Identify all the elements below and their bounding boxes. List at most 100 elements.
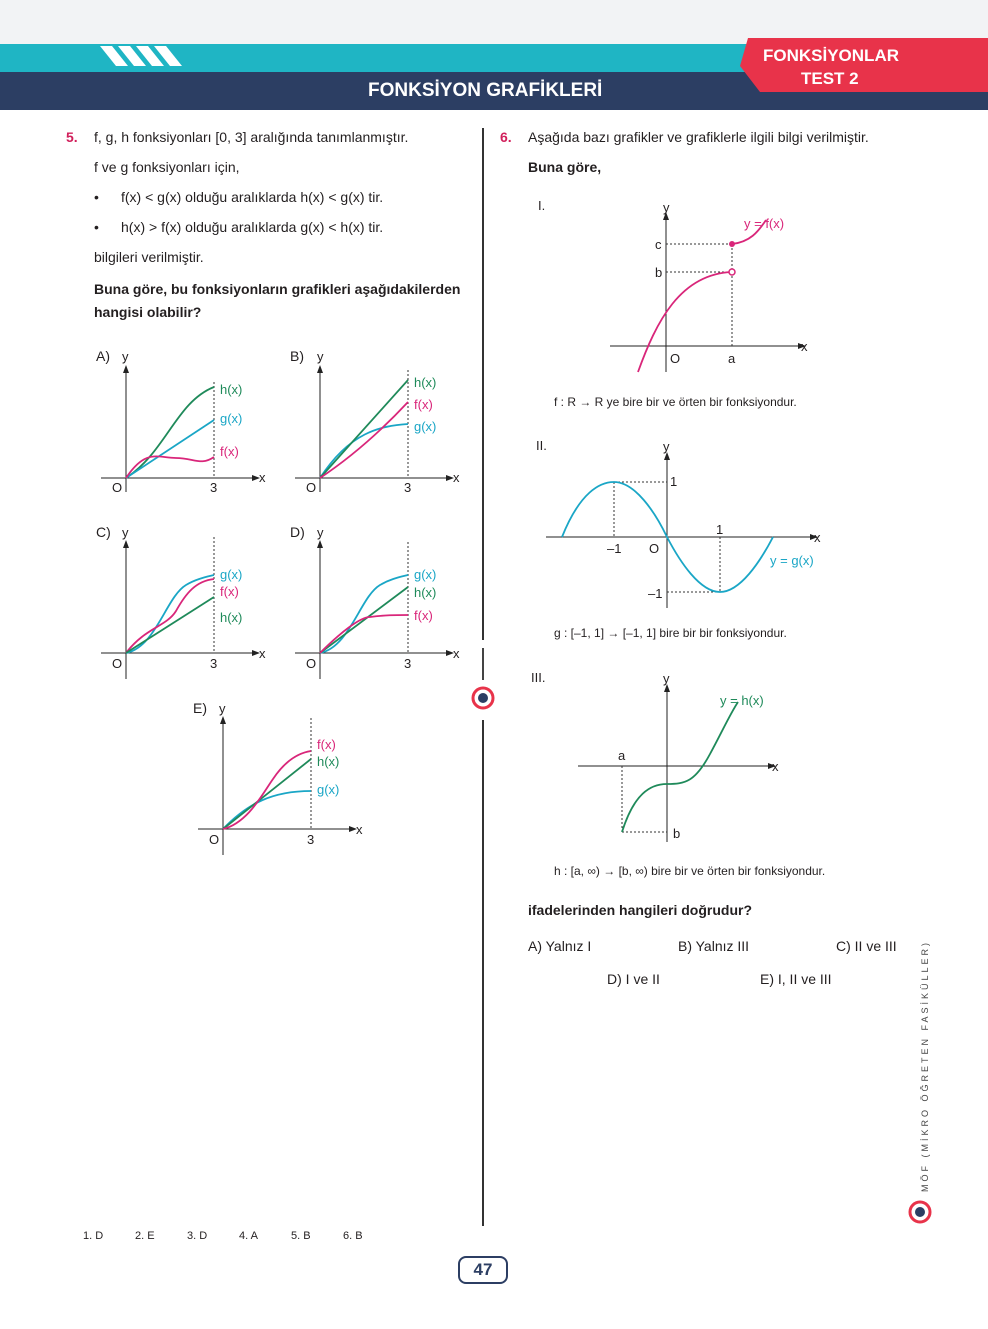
graph-c-origin: O [112, 656, 123, 671]
graph-a-three: 3 [210, 480, 218, 495]
graph-ii-minus-one-y: –1 [648, 586, 663, 601]
option-b-label: B) [290, 348, 304, 364]
graph-iii-x-label: x [772, 759, 779, 774]
answer-6: 6. B [343, 1230, 363, 1242]
page-title: FONKSİYON GRAFİKLERİ [368, 80, 603, 101]
side-series-text: MÖF (MİKRO ÖĞRETEN FASİKÜLLER) [920, 940, 930, 1193]
graph-ii-x-label: x [814, 530, 821, 545]
answer-2: 2. E [135, 1230, 155, 1242]
page-number: 47 [458, 1256, 508, 1284]
q5-line3: bilgileri verilmiştir. [94, 249, 204, 265]
graph-i-c: c [655, 237, 662, 252]
graph-i-func: y = f(x) [744, 216, 785, 231]
header-banner [0, 0, 988, 110]
graph-ii-one-y: 1 [670, 474, 678, 489]
graph-e-y-label: y [219, 701, 226, 716]
q6-choice-e[interactable]: E) I, II ve III [760, 971, 832, 987]
q5-ask2: hangisi olabilir? [94, 304, 202, 320]
graph-e-x-label: x [356, 822, 363, 837]
graph-a-origin: O [112, 480, 123, 495]
graph-ii-func: y = g(x) [770, 553, 814, 568]
graph-a-label-2: g(x) [220, 411, 243, 426]
graph-iii [578, 684, 776, 842]
page-header: FONKSİYON GRAFİKLERİ FONKSİYONLAR TEST 2 [0, 0, 988, 112]
graph-b-label-1: h(x) [414, 375, 437, 390]
option-d-label: D) [290, 524, 305, 540]
graph-a-label-3: f(x) [220, 444, 239, 459]
graph-b-origin: O [306, 480, 317, 495]
graph-b-label-2: f(x) [414, 397, 433, 412]
graph-c-three: 3 [210, 656, 218, 671]
graph-i [610, 212, 806, 373]
q6-line2: Buna göre, [528, 159, 602, 175]
q6-choice-b[interactable]: B) Yalnız III [678, 938, 750, 954]
q5-ask1: Buna göre, bu fonksiyonların grafikleri … [94, 281, 461, 297]
q6-choice-d[interactable]: D) I ve II [607, 971, 660, 987]
badge-line1: FONKSİYONLAR [763, 46, 899, 65]
graph-ii-minus-one-x: –1 [607, 541, 622, 556]
graph-c [101, 537, 260, 679]
graph-b-y-label: y [317, 349, 324, 364]
graph-i-y-label: y [663, 200, 670, 215]
logo-mark [470, 640, 496, 720]
graph-iii-func: y = h(x) [720, 693, 764, 708]
graph-iii-roman: III. [531, 670, 546, 685]
side-logo [908, 1200, 932, 1224]
graph-a-label-1: h(x) [220, 382, 243, 397]
graph-a [101, 365, 260, 492]
q5-line2: f ve g fonksiyonları için, [94, 159, 240, 175]
graph-ii-origin: O [649, 541, 660, 556]
q5-bullet-dot-1: • [94, 189, 99, 205]
graph-b-x-label: x [453, 470, 460, 485]
graph-ii-y-label: y [663, 439, 670, 454]
graph-i-a: a [728, 351, 736, 366]
graph-i-b: b [655, 265, 663, 280]
graph-i-desc: f : R → R ye bire bir ve örten bir fonks… [554, 395, 797, 409]
graph-d-x-label: x [453, 646, 460, 661]
graph-ii-one-x: 1 [716, 522, 724, 537]
graph-i-x-label: x [801, 339, 808, 354]
q5-number: 5. [66, 129, 78, 145]
graph-e-origin: O [209, 832, 220, 847]
graph-e-label-3: g(x) [317, 782, 340, 797]
graph-d-y-label: y [317, 525, 324, 540]
graph-e-three: 3 [307, 832, 315, 847]
graph-e-label-2: h(x) [317, 754, 340, 769]
graph-c-x-label: x [259, 646, 266, 661]
q5-bullet1: f(x) < g(x) olduğu aralıklarda h(x) < g(… [121, 189, 384, 205]
graph-ii-roman: II. [536, 438, 547, 453]
graph-a-x-label: x [259, 470, 266, 485]
q6-choice-c[interactable]: C) II ve III [836, 938, 897, 954]
q6-ask: ifadelerinden hangileri doğrudur? [528, 902, 753, 918]
option-e-label: E) [193, 700, 207, 716]
graph-d [295, 540, 454, 679]
graph-iii-y-label: y [663, 671, 670, 686]
answer-4: 4. A [239, 1230, 258, 1242]
graph-d-label-3: f(x) [414, 608, 433, 623]
graph-d-origin: O [306, 656, 317, 671]
graph-b-three: 3 [404, 480, 412, 495]
graph-i-origin: O [670, 351, 681, 366]
answer-5: 5. B [291, 1230, 311, 1242]
graph-d-three: 3 [404, 656, 412, 671]
graph-iii-a: a [618, 748, 626, 763]
badge-line2: TEST 2 [801, 69, 859, 88]
graph-d-label-2: h(x) [414, 585, 437, 600]
graph-d-label-1: g(x) [414, 567, 437, 582]
option-c-label: C) [96, 524, 111, 540]
graph-b-label-3: g(x) [414, 419, 437, 434]
graph-c-y-label: y [122, 525, 129, 540]
q6-choice-a[interactable]: A) Yalnız I [528, 938, 592, 954]
q6-number: 6. [500, 129, 512, 145]
q5-line1: f, g, h fonksiyonları [0, 3] aralığında … [94, 129, 409, 145]
option-a-label: A) [96, 348, 110, 364]
graph-b [295, 365, 454, 492]
answer-1: 1. D [83, 1230, 104, 1242]
graph-iii-b: b [673, 826, 681, 841]
q5-bullet2: h(x) > f(x) olduğu aralıklarda g(x) < h(… [121, 219, 384, 235]
graph-e-label-1: f(x) [317, 737, 336, 752]
graph-e [198, 716, 357, 855]
q5-bullet-dot-2: • [94, 219, 99, 235]
graph-ii-desc: g : [–1, 1] → [–1, 1] bire bir bir fonks… [554, 626, 787, 640]
graph-i-roman: I. [538, 198, 546, 213]
